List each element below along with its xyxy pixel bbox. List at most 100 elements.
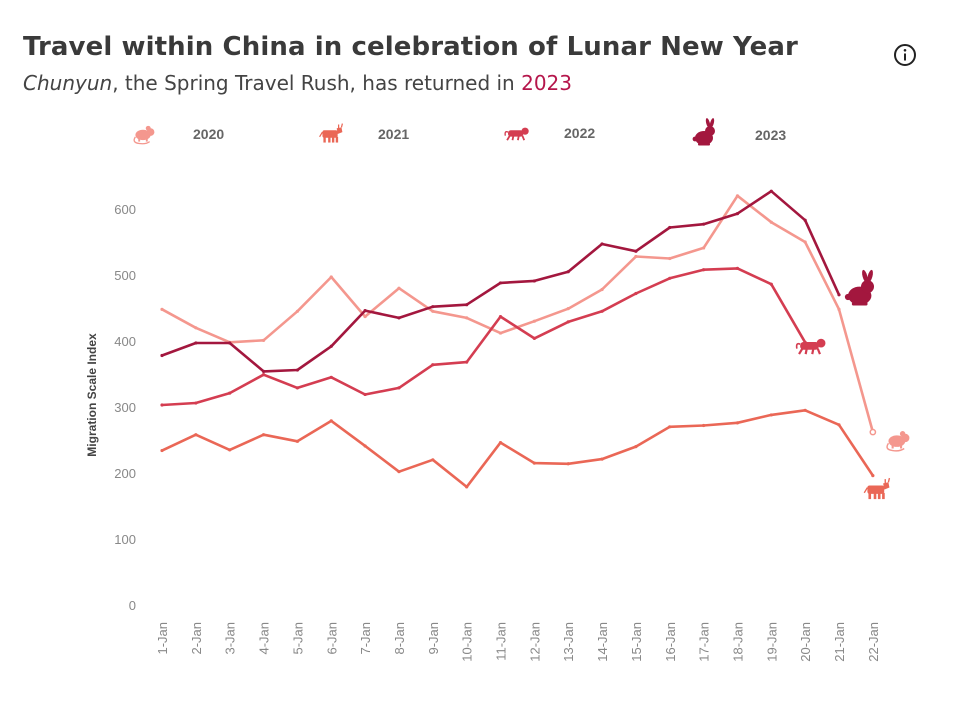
x-tick-label: 1-Jan: [155, 622, 170, 655]
data-point-2020: [735, 194, 740, 198]
data-point-2021: [837, 423, 841, 427]
data-point-2021: [532, 461, 536, 465]
legend-rat-icon: [133, 125, 155, 145]
data-point-2020: [634, 254, 638, 259]
data-point-2020: [329, 275, 333, 279]
data-point-2021: [769, 413, 773, 417]
data-point-2021: [194, 433, 198, 437]
data-point-2021: [397, 470, 401, 474]
series-end-rabbit-icon: [844, 269, 874, 306]
data-point-2023: [498, 281, 503, 285]
data-point-2023: [600, 242, 604, 246]
data-point-2020: [465, 316, 469, 320]
data-point-2021: [465, 485, 469, 489]
x-tick-label: 11-Jan: [494, 622, 509, 661]
data-point-2021: [228, 448, 232, 452]
data-point-2022: [735, 266, 740, 270]
data-point-2023: [295, 368, 299, 372]
data-point-2021: [363, 444, 367, 448]
data-point-2022: [600, 309, 604, 313]
x-tick-label: 5-Jan: [290, 622, 305, 655]
x-tick-label: 16-Jan: [663, 622, 678, 662]
legend-label-2020: 2020: [193, 126, 224, 142]
data-point-2023: [363, 309, 367, 313]
x-tick-label: 20-Jan: [798, 622, 813, 662]
x-tick-label: 15-Jan: [629, 622, 644, 662]
info-icon[interactable]: [893, 43, 917, 67]
data-point-2023: [160, 353, 164, 358]
legend-label-2023: 2023: [755, 127, 786, 143]
data-point-2022: [329, 375, 333, 379]
y-tick-label: 500: [114, 268, 136, 283]
series-line-2022: [160, 267, 807, 407]
data-point-2020: [431, 309, 435, 313]
data-point-2022: [160, 403, 164, 407]
data-point-2020: [498, 331, 503, 335]
data-point-2022: [261, 373, 266, 377]
data-point-2021: [566, 462, 570, 466]
data-point-2021: [735, 421, 740, 425]
data-point-2020: [668, 256, 672, 261]
series-line-2021: [160, 409, 875, 489]
legend-label-2022: 2022: [564, 125, 595, 141]
data-point-2023: [668, 225, 672, 230]
data-point-2021: [498, 441, 503, 445]
data-point-2021: [803, 408, 807, 412]
data-point-2020: [566, 307, 570, 311]
data-point-2022: [363, 392, 367, 397]
y-axis-title: Migration Scale Index: [85, 333, 99, 457]
x-tick-label: 14-Jan: [595, 622, 610, 662]
legend-tiger-icon: [504, 127, 529, 141]
data-point-2020: [194, 326, 198, 330]
x-tick-label: 13-Jan: [561, 622, 576, 662]
data-point-2021: [431, 458, 435, 462]
data-point-2022: [498, 314, 503, 319]
x-tick-label: 12-Jan: [527, 622, 542, 662]
data-point-2020: [837, 307, 841, 311]
data-point-2021: [295, 439, 299, 443]
x-tick-label: 22-Jan: [866, 622, 881, 662]
data-point-2022: [634, 291, 638, 296]
data-point-2020: [397, 286, 401, 290]
subtitle-chunyun: Chunyun: [23, 71, 113, 95]
data-point-2023: [566, 270, 570, 274]
data-point-2021: [634, 445, 638, 449]
series-end-marker-2020: [869, 428, 877, 436]
data-point-2022: [769, 282, 773, 286]
x-tick-label: 4-Jan: [257, 622, 272, 655]
y-tick-label: 400: [114, 334, 136, 349]
x-tick-label: 6-Jan: [324, 622, 339, 655]
data-point-2023: [431, 305, 435, 309]
data-point-2022: [566, 320, 570, 324]
data-point-2022: [194, 401, 198, 405]
data-point-2023: [532, 279, 536, 283]
data-point-2020: [803, 240, 807, 244]
x-tick-label: 2-Jan: [189, 622, 204, 655]
data-point-2020: [295, 309, 299, 313]
data-point-2023: [803, 218, 807, 222]
data-point-2023: [228, 341, 232, 345]
data-point-2023: [194, 341, 198, 345]
data-point-2022: [532, 336, 536, 340]
x-tick-label: 19-Jan: [764, 622, 779, 662]
data-point-2022: [295, 386, 299, 390]
data-point-2022: [465, 360, 469, 364]
data-point-2020: [160, 307, 164, 311]
x-tick-label: 17-Jan: [697, 622, 712, 662]
y-tick-label: 300: [114, 400, 136, 415]
data-point-2023: [329, 344, 333, 348]
data-point-2021: [668, 425, 672, 429]
data-point-2020: [363, 314, 367, 319]
x-tick-label: 8-Jan: [392, 622, 407, 655]
data-point-2023: [397, 316, 401, 320]
data-point-2021: [871, 474, 875, 478]
y-tick-label: 0: [129, 598, 136, 613]
data-point-2022: [397, 386, 401, 390]
y-tick-label: 100: [114, 532, 136, 547]
chart-subtitle: Chunyun, the Spring Travel Rush, has ret…: [23, 71, 572, 95]
data-point-2021: [329, 419, 333, 423]
data-point-2020: [600, 287, 604, 292]
x-tick-label: 21-Jan: [832, 622, 847, 662]
data-point-2023: [769, 189, 773, 193]
